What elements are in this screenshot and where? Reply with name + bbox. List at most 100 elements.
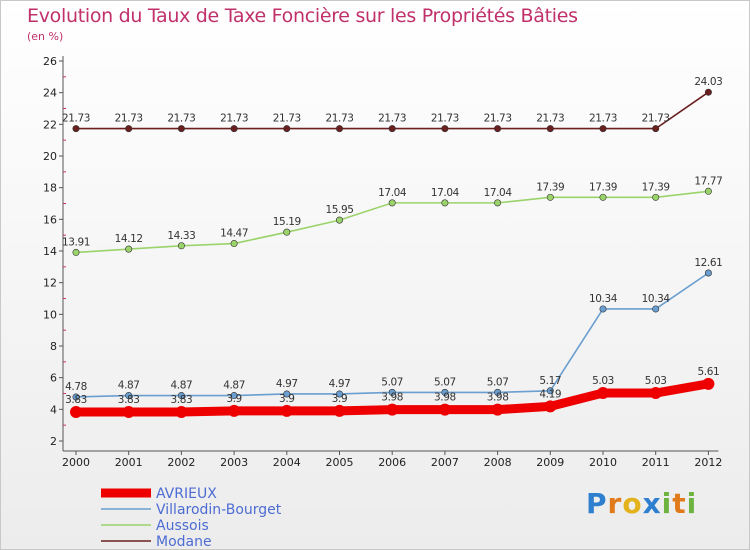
data-point	[280, 404, 293, 417]
data-point	[388, 199, 396, 207]
data-point	[335, 216, 343, 224]
data-label: 3.83	[171, 394, 193, 406]
data-label: 12.61	[694, 257, 722, 269]
proxiti-logo: Proxiti	[586, 487, 697, 520]
data-point	[599, 305, 607, 313]
data-point	[230, 392, 238, 400]
data-label: 17.04	[484, 187, 513, 199]
legend-item: AVRIEUX	[101, 486, 217, 502]
data-label: 14.47	[220, 228, 248, 240]
data-label: 17.77	[694, 175, 722, 187]
data-point	[175, 406, 188, 419]
series-group: 21.73 21.73 21.73 21.73 21.73 21.73 21.73 21.73…	[62, 76, 723, 419]
data-point	[283, 228, 291, 236]
axes	[59, 56, 719, 455]
data-point	[546, 193, 554, 201]
x-tick-label: 2002	[167, 456, 195, 469]
data-label: 24.03	[694, 76, 722, 88]
logo-letter: i	[661, 487, 673, 520]
y-tick-label: 2	[50, 435, 57, 448]
legend-label: Modane	[156, 534, 212, 549]
data-label: 5.03	[592, 375, 614, 387]
data-label: 5.17	[539, 375, 561, 387]
x-tick-label: 2012	[694, 456, 722, 469]
data-label: 14.12	[115, 233, 143, 245]
data-point	[652, 305, 660, 313]
series-avrieux: 3.83 3.83 3.83 3.9 3.9 3.9 3.98 3.98 3.98 4.19 5.0…	[65, 366, 720, 419]
data-point	[546, 125, 554, 133]
data-label: 21.73	[220, 113, 248, 125]
data-label: 21.73	[167, 113, 195, 125]
y-tick-label: 6	[50, 372, 57, 385]
data-point	[283, 390, 291, 398]
data-label: 3.83	[118, 394, 140, 406]
data-point	[230, 240, 238, 248]
data-label: 10.34	[642, 293, 671, 305]
data-label: 10.34	[589, 293, 618, 305]
logo-letter: t	[672, 487, 687, 520]
data-point	[597, 387, 609, 400]
data-label: 14.33	[167, 230, 195, 242]
data-label: 21.73	[378, 113, 406, 125]
data-label: 15.95	[325, 204, 353, 216]
data-label: 17.39	[536, 181, 564, 193]
data-label: 5.03	[645, 375, 667, 387]
data-point	[441, 125, 449, 133]
data-label: 3.9	[226, 393, 242, 405]
x-tick-label: 2006	[378, 456, 406, 469]
data-point	[652, 125, 660, 133]
data-point	[599, 125, 607, 133]
data-point	[494, 199, 502, 207]
data-point	[494, 125, 502, 133]
data-point	[177, 125, 185, 133]
data-point	[72, 125, 80, 133]
y-tick-label: 24	[43, 87, 57, 100]
legend-label: Aussois	[156, 518, 209, 534]
data-label: 21.73	[484, 113, 512, 125]
data-label: 4.87	[223, 380, 245, 392]
data-point	[546, 387, 554, 395]
data-point	[125, 125, 133, 133]
x-tick-label: 2000	[62, 456, 90, 469]
data-label: 15.19	[273, 216, 301, 228]
data-point	[652, 193, 660, 201]
y-tick-label: 20	[43, 150, 57, 163]
data-point	[177, 392, 185, 400]
logo-letter: x	[642, 487, 662, 520]
data-label: 3.98	[381, 392, 403, 404]
data-point	[125, 392, 133, 400]
data-label: 3.98	[434, 392, 456, 404]
data-point	[438, 403, 451, 416]
data-label: 3.98	[487, 392, 509, 404]
x-tick-label: 2005	[326, 456, 354, 469]
data-label: 4.87	[171, 380, 193, 392]
data-point	[283, 125, 291, 133]
data-point	[388, 388, 396, 396]
y-tick-label: 4	[50, 403, 57, 416]
y-tick-label: 22	[43, 118, 57, 131]
data-label: 17.39	[642, 181, 670, 193]
y-tick-label: 8	[50, 340, 57, 353]
data-label: 3.9	[332, 393, 348, 405]
data-point	[599, 193, 607, 201]
data-label: 21.73	[62, 113, 90, 125]
x-tick-label: 2008	[484, 456, 512, 469]
data-label: 3.9	[279, 393, 295, 405]
logo-letter: i	[686, 487, 698, 520]
data-label: 21.73	[325, 113, 353, 125]
data-label: 21.73	[642, 113, 670, 125]
data-label: 21.73	[431, 113, 459, 125]
x-tick-label: 2001	[115, 456, 143, 469]
legend-item: Villarodin-Bourget	[101, 502, 282, 518]
y-tick-label: 12	[43, 277, 57, 290]
data-point	[335, 390, 343, 398]
data-point	[333, 404, 346, 417]
data-point	[70, 406, 82, 419]
data-point	[122, 406, 135, 419]
data-point	[491, 403, 504, 416]
legend-item: Modane	[101, 534, 212, 549]
series-modane: 21.73 21.73 21.73 21.73 21.73 21.73 21.73 21.73…	[62, 76, 723, 133]
data-label: 4.97	[276, 378, 298, 390]
data-point	[72, 393, 80, 401]
